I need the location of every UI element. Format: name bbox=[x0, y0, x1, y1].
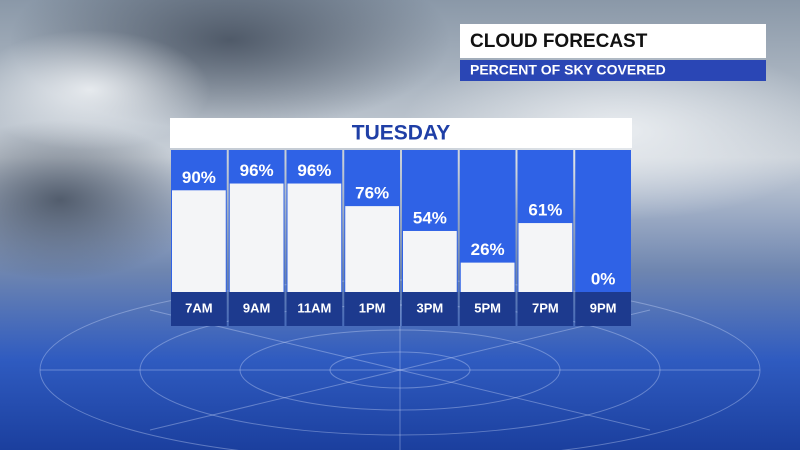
time-strip bbox=[286, 292, 343, 326]
bar bbox=[287, 183, 342, 292]
value-label: 54% bbox=[413, 208, 447, 227]
time-strip bbox=[517, 292, 574, 326]
column-background bbox=[575, 150, 631, 292]
day-header: TUESDAY bbox=[352, 122, 450, 145]
bar bbox=[518, 223, 573, 292]
time-strip bbox=[575, 292, 631, 326]
time-strip bbox=[459, 292, 516, 326]
time-strip bbox=[402, 292, 458, 326]
value-label: 76% bbox=[355, 184, 389, 203]
title-box bbox=[460, 24, 766, 58]
time-strip bbox=[344, 292, 400, 326]
x-tick-label: 1PM bbox=[359, 300, 386, 315]
subtitle-box bbox=[460, 60, 766, 81]
x-tick-label: 9AM bbox=[243, 300, 270, 315]
radar-rings bbox=[39, 279, 761, 450]
bar bbox=[229, 183, 284, 292]
value-label: 0% bbox=[591, 269, 616, 288]
bar bbox=[460, 262, 515, 292]
cloud bbox=[0, 120, 200, 280]
bar bbox=[345, 206, 399, 292]
value-label: 61% bbox=[528, 201, 562, 220]
time-strip bbox=[228, 292, 285, 326]
value-label: 96% bbox=[240, 161, 274, 180]
value-label: 96% bbox=[297, 161, 331, 180]
x-tick-label: 11AM bbox=[297, 300, 331, 315]
x-tick-label: 3PM bbox=[417, 300, 444, 315]
header-box bbox=[170, 118, 632, 148]
x-tick-label: 7PM bbox=[532, 300, 559, 315]
value-label: 90% bbox=[182, 168, 216, 187]
bar bbox=[403, 230, 457, 292]
time-strip bbox=[171, 292, 227, 326]
x-tick-label: 5PM bbox=[474, 300, 501, 315]
chart-title: CLOUD FORECAST bbox=[470, 31, 648, 52]
cloud bbox=[0, 30, 210, 150]
x-tick-label: 7AM bbox=[185, 300, 212, 315]
x-tick-label: 9PM bbox=[590, 300, 617, 315]
bar bbox=[172, 190, 226, 292]
bars: 90% 7AM 96% 9AM 96% 11AM 76% 1PM 54% 3PM 26% 5PM 61%… bbox=[171, 150, 631, 326]
value-label: 26% bbox=[471, 240, 505, 259]
chart-subtitle: PERCENT OF SKY COVERED bbox=[470, 62, 666, 78]
